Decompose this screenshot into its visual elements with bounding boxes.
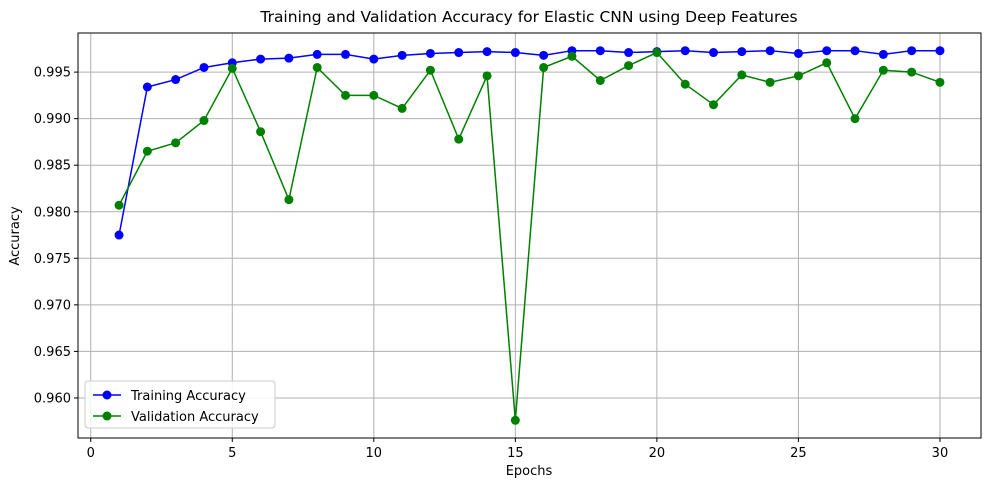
data-point (199, 62, 209, 72)
y-tick-label: 0.960 (34, 391, 71, 406)
series-line (118, 51, 941, 421)
data-point (737, 47, 747, 57)
plot-frame (77, 32, 982, 439)
data-point (935, 46, 945, 56)
legend: Training Accuracy Validation Accuracy (84, 380, 276, 429)
data-point (142, 82, 152, 92)
data-point (907, 46, 917, 56)
x-axis-ticks: 0 5 10 15 20 25 30 (87, 438, 949, 461)
data-point (341, 90, 350, 100)
y-axis-title: Accuracy (8, 206, 23, 266)
data-point (878, 49, 888, 59)
data-point (256, 127, 266, 137)
data-point (227, 63, 237, 73)
data-point (680, 46, 690, 56)
data-point (709, 48, 718, 58)
data-point (935, 77, 945, 87)
legend-marker-validation (102, 411, 112, 421)
data-point (284, 53, 294, 63)
data-point (199, 116, 209, 126)
data-point (539, 62, 549, 72)
data-point (765, 77, 775, 87)
data-point (312, 49, 322, 59)
data-point (878, 65, 888, 75)
series-line (118, 49, 940, 236)
y-tick-label: 0.980 (34, 205, 71, 220)
data-point (822, 46, 832, 56)
data-point (284, 195, 294, 205)
data-point (114, 230, 124, 240)
data-point (539, 50, 549, 60)
data-point (312, 62, 322, 72)
y-tick-label: 0.990 (34, 112, 71, 127)
series-validation (114, 48, 945, 425)
data-point (369, 90, 379, 100)
data-point (709, 100, 718, 110)
y-axis-ticks: 0.960 0.965 0.970 0.975 0.980 0.985 0.990 0.995 (34, 66, 78, 406)
data-point (822, 58, 832, 68)
data-point (341, 49, 350, 59)
data-point (425, 65, 435, 75)
legend-box (84, 380, 276, 429)
y-tick-label: 0.975 (34, 252, 71, 267)
data-point (595, 46, 605, 56)
x-tick-label: 25 (790, 446, 807, 461)
data-point (624, 61, 634, 71)
x-tick-label: 10 (366, 446, 383, 461)
data-point (793, 71, 803, 81)
chart-title: Training and Validation Accuracy for Ela… (259, 8, 797, 26)
data-point (482, 71, 492, 81)
data-point (850, 114, 860, 124)
data-point (907, 67, 917, 77)
gridlines (78, 33, 981, 438)
data-point (454, 134, 464, 144)
data-point (595, 75, 605, 85)
legend-marker-training (102, 390, 112, 400)
data-point (256, 54, 266, 64)
data-point (510, 415, 520, 425)
data-point (425, 48, 435, 58)
data-point (171, 138, 181, 148)
data-point (793, 48, 803, 58)
data-point (510, 48, 520, 58)
legend-label-training: Training Accuracy (130, 389, 246, 404)
series-training (114, 46, 945, 240)
x-tick-label: 30 (932, 446, 949, 461)
data-point (737, 70, 747, 80)
y-tick-label: 0.965 (34, 345, 71, 360)
data-point (652, 48, 662, 58)
data-point (765, 46, 775, 56)
data-point (567, 51, 577, 61)
data-point (680, 79, 690, 89)
y-tick-label: 0.985 (34, 159, 71, 174)
data-point (482, 47, 492, 57)
data-point (369, 54, 379, 64)
data-point (397, 50, 407, 60)
data-point (114, 200, 124, 210)
data-point (850, 46, 860, 56)
x-tick-label: 15 (507, 446, 524, 461)
x-tick-label: 20 (649, 446, 666, 461)
x-tick-label: 0 (87, 446, 95, 461)
y-tick-label: 0.995 (34, 66, 71, 81)
x-axis-title: Epochs (506, 464, 553, 479)
x-tick-label: 5 (228, 446, 236, 461)
series-layer (114, 46, 945, 425)
data-point (171, 75, 181, 85)
data-point (624, 48, 634, 58)
data-point (397, 103, 407, 113)
legend-label-validation: Validation Accuracy (131, 410, 259, 425)
data-point (454, 48, 464, 58)
data-point (142, 146, 152, 156)
y-tick-label: 0.970 (34, 298, 71, 313)
